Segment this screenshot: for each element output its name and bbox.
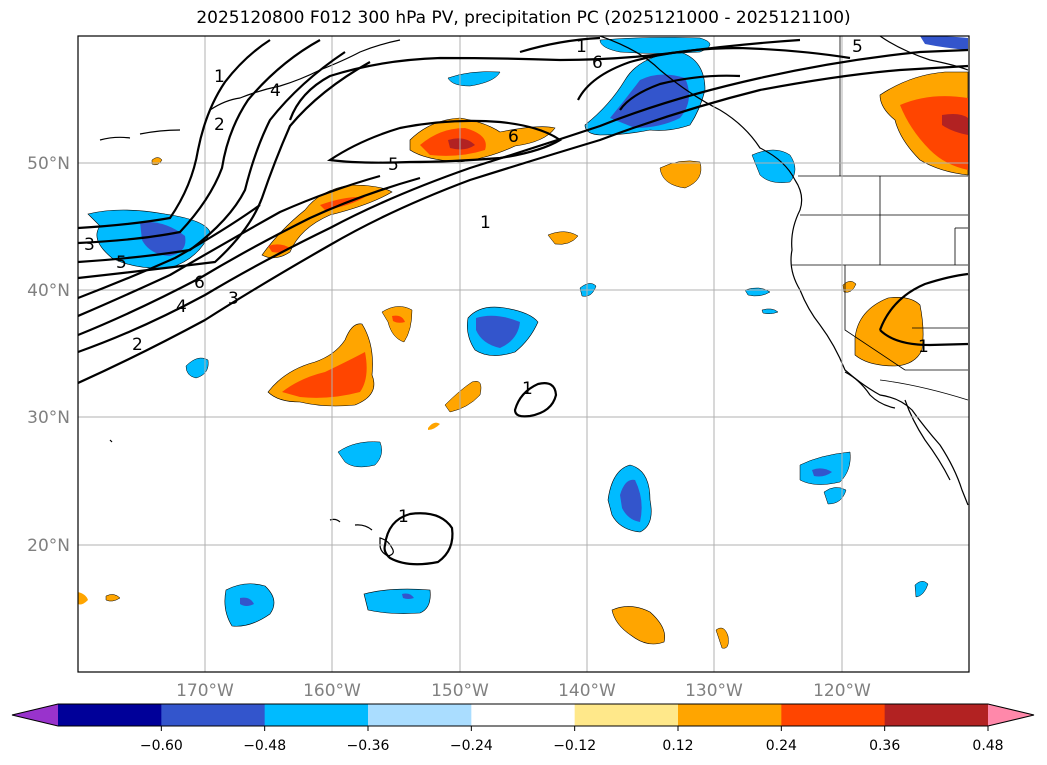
colorbar-tick-label: −0.24 (450, 738, 493, 754)
colorbar-segment (884, 704, 989, 726)
contour-label: 6 (508, 127, 519, 147)
colorbar-extend-min (12, 704, 58, 726)
lon-label: 120°W (813, 681, 871, 701)
positive-precip-patch (261, 184, 393, 259)
colorbar-tick-label: 0.12 (662, 738, 693, 754)
lon-label: 140°W (558, 681, 616, 701)
contour-labels: 2 4 6 3 5 3 2 4 1 5 6 1 6 1 5 1 1 1 (84, 37, 929, 527)
colorbar-tick-label: −0.60 (140, 738, 183, 754)
contour-label: 5 (116, 253, 127, 273)
map-frame (77, 35, 970, 673)
colorbar-segment (368, 704, 472, 726)
colorbar-outline (11, 703, 1035, 727)
lon-label: 130°W (685, 681, 743, 701)
colorbar-tick-label: −0.12 (553, 738, 596, 754)
contour-label: 2 (132, 335, 143, 355)
lon-label: 160°W (303, 681, 361, 701)
contour-label: 1 (398, 507, 409, 527)
contour-label: 1 (576, 37, 587, 57)
colorbar-tick-label: 0.48 (972, 738, 1003, 754)
colorbar-segment (161, 704, 266, 726)
contour-label: 1 (522, 379, 533, 399)
latitude-labels: 50°N 40°N 30°N 20°N (27, 154, 70, 556)
contour-label: 1 (918, 337, 929, 357)
lat-label: 40°N (27, 281, 70, 301)
colorbar-segment (471, 704, 576, 726)
contour-label: 3 (84, 235, 95, 255)
contour-label: 1 (214, 67, 225, 87)
contour-label: 4 (270, 81, 281, 101)
lat-label: 30°N (27, 408, 70, 428)
political-borders (792, 36, 969, 401)
colorbar-segment (58, 704, 162, 726)
lon-label: 150°W (431, 681, 489, 701)
contour-label: 6 (592, 53, 603, 73)
colorbar-extend-max (988, 704, 1034, 726)
colorbar-segment (678, 704, 782, 726)
colorbar-tick-label: 0.36 (869, 738, 900, 754)
contour-label: 3 (228, 289, 239, 309)
contour-label: 4 (176, 297, 187, 317)
map-title: 2025120800 F012 300 hPa PV, precipitatio… (196, 8, 851, 28)
positive-precip-patch (854, 297, 924, 367)
colorbar-segment (574, 704, 679, 726)
colorbar-tick-label: 0.24 (766, 738, 797, 754)
contour-label: 2 (214, 115, 225, 135)
contour-label: 6 (194, 273, 205, 293)
lat-label: 20°N (27, 536, 70, 556)
colorbar: −0.60 −0.48 −0.36 −0.24 −0.12 0.12 0.24 0.36 0.4… (11, 703, 1035, 754)
colorbar-tick-label: −0.36 (347, 738, 390, 754)
contour-label: 5 (852, 37, 863, 57)
colorbar-tick-label: −0.48 (243, 738, 286, 754)
longitude-labels: 170°W 160°W 150°W 140°W 130°W 120°W (176, 681, 871, 701)
lon-label: 170°W (176, 681, 234, 701)
contour-label: 5 (388, 155, 399, 175)
pv-contours (78, 36, 969, 566)
colorbar-segment (264, 704, 369, 726)
colorbar-segment (781, 704, 886, 726)
lat-label: 50°N (27, 154, 70, 174)
contour-label: 1 (480, 213, 491, 233)
